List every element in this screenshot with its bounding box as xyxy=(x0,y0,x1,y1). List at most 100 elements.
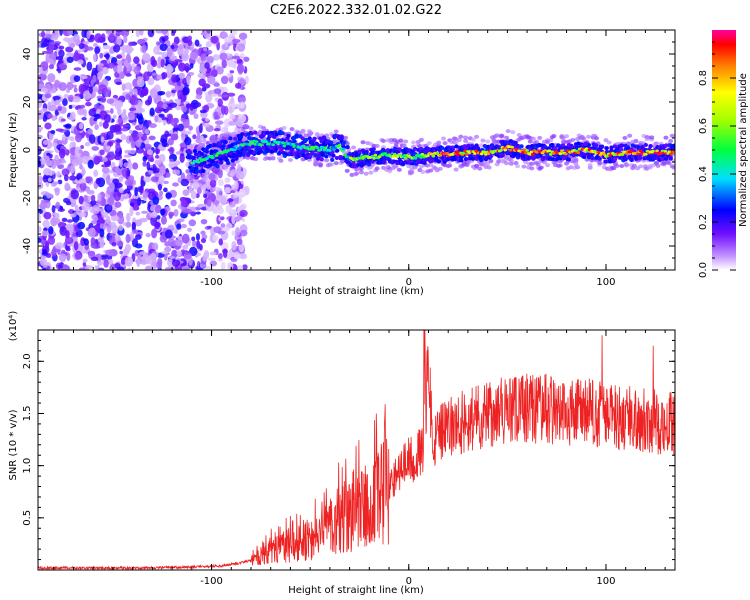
heatmap-cell xyxy=(195,211,201,215)
heatmap-cell xyxy=(226,198,235,202)
heatmap-cell xyxy=(81,155,90,165)
heatmap-cell xyxy=(172,182,179,187)
heatmap-cell xyxy=(659,151,663,155)
heatmap-cell xyxy=(470,156,476,161)
heatmap-cell xyxy=(206,30,211,34)
heatmap-cell xyxy=(248,143,252,146)
heatmap-cell xyxy=(440,146,445,151)
heatmap-cell xyxy=(513,161,519,166)
heatmap-cell xyxy=(120,257,126,265)
heatmap-cell xyxy=(559,149,564,153)
heatmap-cell xyxy=(51,205,56,213)
heatmap-cell xyxy=(428,162,434,167)
heatmap-cell xyxy=(58,148,66,159)
heatmap-cell xyxy=(78,195,84,205)
heatmap-cell xyxy=(226,72,232,78)
heatmap-cell xyxy=(103,113,111,123)
heatmap-cell xyxy=(159,190,164,196)
heatmap-cell xyxy=(90,79,94,87)
heatmap-cell xyxy=(200,218,208,225)
heatmap-cell xyxy=(218,238,224,246)
heatmap-cell xyxy=(609,145,614,150)
heatmap-cell xyxy=(202,83,211,89)
heatmap-cell xyxy=(136,107,146,113)
heatmap-cell xyxy=(61,217,68,222)
heatmap-cell xyxy=(137,38,146,45)
heatmap-cell xyxy=(308,147,313,151)
heatmap-cell xyxy=(50,35,59,41)
heatmap-cell xyxy=(192,181,199,190)
heatmap-cell xyxy=(185,169,191,174)
heatmap-cell xyxy=(230,169,238,175)
heatmap-cell xyxy=(599,144,605,149)
heatmap-cell xyxy=(135,234,142,240)
heatmap-cell xyxy=(93,169,99,178)
heatmap-cell xyxy=(203,46,208,52)
colorbar: 0.0 0.2 0.4 0.6 0.8 Normalized spectral ampl… xyxy=(698,30,749,278)
snr-y-ticks: 0.5 1.0 1.5 2.0 xyxy=(22,339,675,561)
snr-y-axis-label: SNR (10 * v/v) xyxy=(8,409,19,480)
heatmap-cell xyxy=(521,150,525,154)
heatmap-cell xyxy=(206,225,213,230)
heatmap-cell xyxy=(623,157,628,162)
heatmap-cell xyxy=(205,157,209,161)
heatmap-cell xyxy=(627,133,633,138)
heatmap-cell xyxy=(188,125,193,131)
heatmap-cell xyxy=(64,182,71,192)
heatmap-cell xyxy=(530,136,536,141)
heatmap-cell xyxy=(38,177,44,181)
heatmap-cell xyxy=(597,150,601,154)
heatmap-cell xyxy=(142,155,148,162)
heatmap-cell xyxy=(164,229,173,239)
heatmap-cell xyxy=(531,152,535,156)
heatmap-cell xyxy=(611,166,617,171)
heatmap-cell xyxy=(216,204,223,211)
heatmap-cell xyxy=(237,265,244,270)
heatmap-cell xyxy=(102,121,109,129)
heatmap-cell xyxy=(78,83,86,94)
heatmap-cell xyxy=(123,154,132,158)
heatmap-cell xyxy=(300,136,305,141)
heatmap-cell xyxy=(420,152,425,156)
spectrogram-y-axis-label: Frequency (Hz) xyxy=(8,112,19,188)
heatmap-cell xyxy=(102,44,111,50)
heatmap-cell xyxy=(82,90,92,100)
heatmap-cell xyxy=(113,44,121,53)
heatmap-cell xyxy=(604,146,609,151)
heatmap-cell xyxy=(238,96,246,104)
heatmap-cell xyxy=(55,128,64,132)
heatmap-cell xyxy=(576,151,581,154)
heatmap-cell xyxy=(530,144,535,149)
heatmap-cell xyxy=(482,150,487,154)
heatmap-cell xyxy=(317,153,322,158)
heatmap-cell xyxy=(174,59,183,63)
heatmap-cell xyxy=(633,139,639,144)
heatmap-cell xyxy=(231,214,236,225)
heatmap-cell xyxy=(428,168,434,173)
heatmap-cell xyxy=(209,251,217,256)
heatmap-cell xyxy=(213,88,222,95)
heatmap-cell xyxy=(121,127,129,132)
heatmap-cell xyxy=(216,66,224,75)
heatmap-cell xyxy=(455,150,459,154)
heatmap-cell xyxy=(339,159,345,164)
heatmap-cell xyxy=(548,138,554,143)
heatmap-cell xyxy=(372,156,376,160)
heatmap-cell xyxy=(122,221,127,226)
heatmap-cell xyxy=(38,93,43,100)
heatmap-cell xyxy=(161,251,168,255)
heatmap-cell xyxy=(167,238,176,247)
heatmap-cell xyxy=(244,75,249,85)
heatmap-cell xyxy=(133,56,140,65)
heatmap-cell xyxy=(111,224,119,234)
heatmap-cell xyxy=(226,59,236,68)
heatmap-cell xyxy=(123,59,129,68)
heatmap-cell xyxy=(236,58,243,64)
heatmap-cell xyxy=(144,99,151,106)
heatmap-cell xyxy=(91,214,98,221)
heatmap-cell xyxy=(573,162,579,167)
heatmap-cell xyxy=(227,262,234,270)
heatmap-cell xyxy=(139,184,144,194)
heatmap-cell xyxy=(524,151,528,155)
